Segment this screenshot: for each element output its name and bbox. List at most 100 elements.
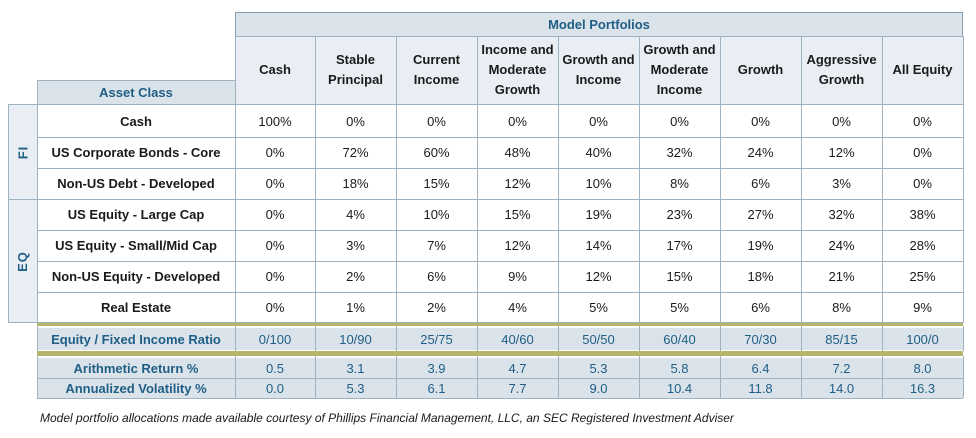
footnote: Model portfolio allocations made availab…	[40, 411, 734, 425]
summary-cell: 60/40	[639, 328, 720, 350]
summary-row-label: Arithmetic Return %	[37, 358, 235, 378]
allocation-cell: 10%	[558, 168, 639, 199]
column-header-text: Aggressive Growth	[806, 50, 876, 90]
summary-cell: 0.5	[235, 358, 315, 378]
grid-line-horizontal	[235, 36, 963, 37]
grid-line-vertical	[639, 326, 640, 351]
grid-line-horizontal	[37, 199, 963, 200]
allocation-cell: 0%	[396, 105, 477, 137]
column-header: All Equity	[882, 36, 963, 104]
allocation-cell: 14%	[558, 230, 639, 261]
allocation-cell: 0%	[882, 137, 963, 168]
allocation-cell: 10%	[396, 199, 477, 230]
allocation-cell: 0%	[639, 105, 720, 137]
grid-line-vertical	[801, 36, 802, 323]
grid-line-vertical	[477, 356, 478, 398]
allocation-cell: 0%	[235, 230, 315, 261]
allocation-cell: 5%	[558, 292, 639, 323]
allocation-cell: 18%	[315, 168, 396, 199]
allocation-cell: 0%	[235, 137, 315, 168]
allocation-cell: 3%	[801, 168, 882, 199]
allocation-cell: 8%	[639, 168, 720, 199]
asset-row-label: US Equity - Large Cap	[37, 199, 235, 230]
allocation-cell: 15%	[396, 168, 477, 199]
column-header: Aggressive Growth	[801, 36, 882, 104]
summary-row-label: Equity / Fixed Income Ratio	[37, 328, 235, 350]
allocation-cell: 12%	[477, 168, 558, 199]
allocation-cell: 7%	[396, 230, 477, 261]
column-header: Cash	[235, 36, 315, 104]
column-header-line: Income and	[481, 42, 554, 57]
grid-line-vertical	[720, 356, 721, 398]
column-header-line: Principal	[328, 72, 383, 87]
allocation-cell: 0%	[882, 105, 963, 137]
allocation-cell: 9%	[477, 261, 558, 292]
grid-line-vertical	[639, 36, 640, 323]
grid-line-vertical	[315, 36, 316, 323]
grid-line-vertical	[882, 36, 883, 323]
column-header-line: Growth	[737, 62, 784, 77]
allocation-cell: 72%	[315, 137, 396, 168]
summary-cell: 40/60	[477, 328, 558, 350]
allocation-cell: 15%	[477, 199, 558, 230]
column-header-text: Stable Principal	[328, 50, 383, 90]
grid-line-vertical	[558, 36, 559, 323]
summary-cell: 7.7	[477, 378, 558, 398]
summary-cell: 10.4	[639, 378, 720, 398]
summary-cell: 3.9	[396, 358, 477, 378]
group-label-text: EQ	[14, 250, 30, 272]
grid-line-vertical	[37, 326, 38, 351]
group-label-text: FI	[15, 145, 30, 159]
grid-line-horizontal	[37, 261, 963, 262]
summary-cell: 10/90	[315, 328, 396, 350]
summary-cell: 5.8	[639, 358, 720, 378]
column-header-line: Cash	[259, 62, 291, 77]
column-header-line: Growth	[818, 72, 865, 87]
grid-line-horizontal	[37, 168, 963, 169]
grid-line-vertical	[37, 80, 38, 323]
summary-cell: 6.4	[720, 358, 801, 378]
allocation-cell: 9%	[882, 292, 963, 323]
allocation-cell: 17%	[639, 230, 720, 261]
column-header-line: Growth and	[643, 42, 716, 57]
summary-cell: 0/100	[235, 328, 315, 350]
allocation-cell: 60%	[396, 137, 477, 168]
allocation-cell: 18%	[720, 261, 801, 292]
allocation-cell: 32%	[801, 199, 882, 230]
grid-line-vertical	[963, 356, 964, 398]
grid-line-vertical	[8, 105, 9, 323]
summary-cell: 50/50	[558, 328, 639, 350]
model-portfolios-title: Model Portfolios	[235, 12, 963, 36]
column-header-line: All Equity	[892, 62, 953, 77]
summary-cell: 4.7	[477, 358, 558, 378]
column-header-line: Growth	[494, 82, 541, 97]
grid-line-horizontal	[37, 398, 963, 399]
summary-cell: 14.0	[801, 378, 882, 398]
column-header: Income and Moderate Growth	[477, 36, 558, 104]
allocation-cell: 2%	[396, 292, 477, 323]
summary-cell: 5.3	[315, 378, 396, 398]
grid-line-horizontal	[8, 199, 37, 200]
allocation-cell: 19%	[720, 230, 801, 261]
grid-line-vertical	[558, 326, 559, 351]
column-header-text: All Equity	[893, 60, 953, 80]
allocation-cell: 0%	[558, 105, 639, 137]
grid-line-vertical	[396, 36, 397, 323]
allocation-cell: 23%	[639, 199, 720, 230]
allocation-cell: 6%	[720, 168, 801, 199]
column-header-line: Current	[413, 52, 460, 67]
column-header-text: Income and Moderate Growth	[481, 40, 553, 100]
allocation-cell: 48%	[477, 137, 558, 168]
column-header-text: Growth and Moderate Income	[643, 40, 715, 100]
summary-cell: 8.0	[882, 358, 963, 378]
column-header: Current Income	[396, 36, 477, 104]
grid-line-vertical	[882, 356, 883, 398]
grid-line-vertical	[315, 356, 316, 398]
allocation-cell: 4%	[315, 199, 396, 230]
grid-line-vertical	[639, 356, 640, 398]
column-header-line: Income	[413, 72, 460, 87]
allocation-cell: 0%	[720, 105, 801, 137]
grid-line-horizontal	[37, 137, 963, 138]
allocation-cell: 5%	[639, 292, 720, 323]
asset-row-label: Non-US Equity - Developed	[37, 261, 235, 292]
